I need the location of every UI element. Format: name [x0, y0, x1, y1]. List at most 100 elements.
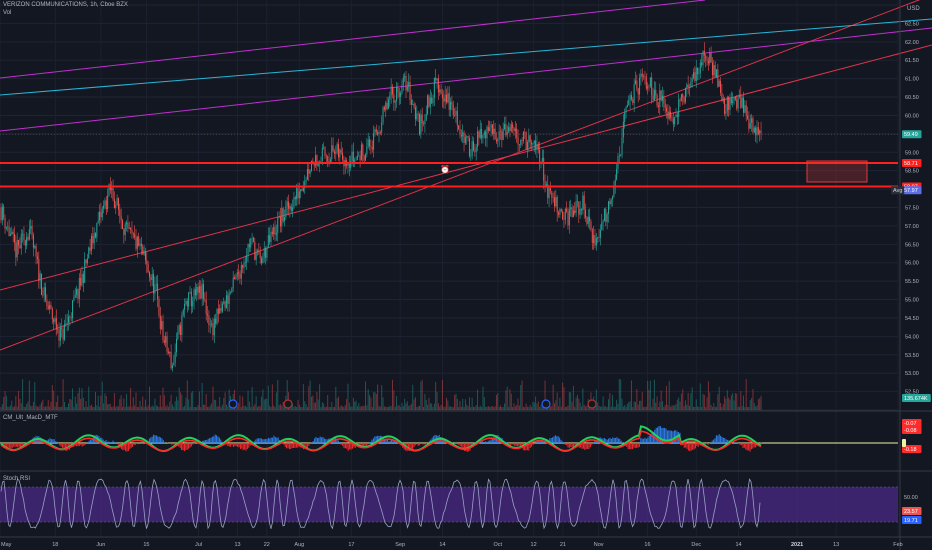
volume-bar — [441, 379, 443, 410]
volume-bar — [448, 406, 450, 410]
candle-body — [301, 189, 303, 191]
volume-bar — [7, 406, 9, 410]
macd-title[interactable]: CM_Ult_MacD_MTF — [3, 415, 58, 421]
volume-bar — [668, 381, 670, 410]
macd-histogram-bar — [591, 443, 593, 445]
stoch-rsi-title[interactable]: Stoch RSI — [3, 476, 31, 482]
candle-body — [536, 144, 538, 150]
rsi-badge: 50.00 — [904, 495, 918, 501]
candle-body — [5, 227, 7, 229]
volume-bar — [255, 396, 257, 410]
volume-bar — [494, 406, 496, 410]
candle-body — [142, 246, 144, 255]
volume-bar — [612, 394, 614, 410]
candle-body — [566, 208, 568, 212]
alert-icon[interactable]: ⏰ — [440, 164, 450, 174]
macd-histogram-bar — [50, 439, 52, 443]
candle-body — [282, 208, 284, 222]
candle-body — [624, 112, 626, 122]
volume-bar — [104, 393, 106, 410]
macd-histogram-bar — [746, 443, 748, 451]
volume-bar — [135, 392, 137, 410]
macd-histogram-bar — [686, 443, 688, 449]
volume-bar — [663, 406, 665, 410]
candle-body — [421, 114, 423, 124]
candle-body — [521, 140, 523, 141]
candle-body — [703, 50, 705, 56]
candle-body — [386, 102, 388, 109]
macd-histogram-bar — [92, 437, 94, 443]
macd-histogram-bar — [441, 437, 443, 443]
candle-body — [446, 94, 447, 103]
volume-bar — [749, 400, 751, 410]
macd-histogram-bar — [666, 430, 668, 443]
candle-body — [587, 216, 589, 224]
macd-histogram-bar — [213, 436, 215, 443]
macd-histogram-bar — [512, 443, 514, 445]
volume-bar — [610, 406, 612, 410]
volume-bar — [127, 406, 129, 410]
volume-bar — [366, 405, 368, 410]
volume-bar — [90, 404, 92, 410]
time-tick: Nov — [594, 542, 604, 548]
macd-histogram-bar — [6, 443, 8, 450]
macd-histogram-bar — [255, 439, 257, 443]
macd-histogram-bar — [122, 443, 124, 451]
candle-body — [41, 273, 42, 295]
candle-body — [591, 229, 593, 243]
macd-histogram-bar — [77, 443, 79, 447]
volume-bar — [119, 399, 121, 410]
volume-bar — [648, 389, 650, 410]
macd-histogram-bar — [608, 438, 610, 443]
candle-body — [508, 127, 510, 132]
candle-body — [281, 208, 283, 227]
volume-bar — [678, 397, 680, 410]
volume-bar — [699, 383, 701, 410]
macd-histogram-bar — [349, 443, 351, 450]
volume-bar — [667, 405, 669, 410]
candle-body — [648, 85, 650, 87]
volume-bar — [302, 384, 304, 410]
candle-body — [176, 339, 177, 353]
macd-histogram-bar — [162, 440, 164, 443]
volume-bar — [328, 406, 330, 410]
candle-body — [649, 77, 651, 87]
volume-bar — [451, 406, 453, 410]
candle-body — [325, 156, 327, 157]
macd-histogram-bar — [727, 439, 729, 443]
macd-histogram-bar — [672, 431, 674, 443]
candle-body — [755, 127, 757, 136]
volume-bar — [96, 405, 98, 410]
macd-histogram-bar — [76, 443, 78, 447]
candle-body — [486, 126, 488, 139]
candle-body — [209, 324, 211, 326]
candle-body — [377, 131, 379, 135]
volume-bar — [537, 401, 539, 410]
candle-body — [243, 262, 245, 268]
macd-histogram-bar — [154, 435, 156, 443]
candle-body — [481, 129, 483, 139]
candle-body — [270, 231, 272, 243]
volume-bar — [365, 381, 366, 410]
macd-histogram-bar — [305, 443, 307, 448]
candle-body — [101, 208, 103, 218]
range-box[interactable] — [806, 160, 868, 183]
macd-histogram-bar — [532, 443, 534, 445]
volume-bar — [440, 404, 442, 410]
macd-histogram-bar — [645, 438, 647, 443]
candle-body — [69, 316, 71, 318]
macd-histogram-bar — [101, 437, 103, 443]
macd-histogram-bar — [21, 443, 23, 449]
volume-bar — [250, 406, 252, 410]
candle-body — [171, 365, 173, 369]
macd-histogram-bar — [633, 443, 635, 448]
volume-bar — [522, 406, 524, 410]
candle-body — [221, 303, 223, 312]
time-tick: Feb — [893, 542, 902, 548]
candle-body — [397, 86, 399, 93]
volume-bar — [363, 405, 365, 410]
volume-bar — [618, 379, 620, 410]
candle-body — [410, 99, 412, 105]
volume-bar — [336, 398, 338, 410]
